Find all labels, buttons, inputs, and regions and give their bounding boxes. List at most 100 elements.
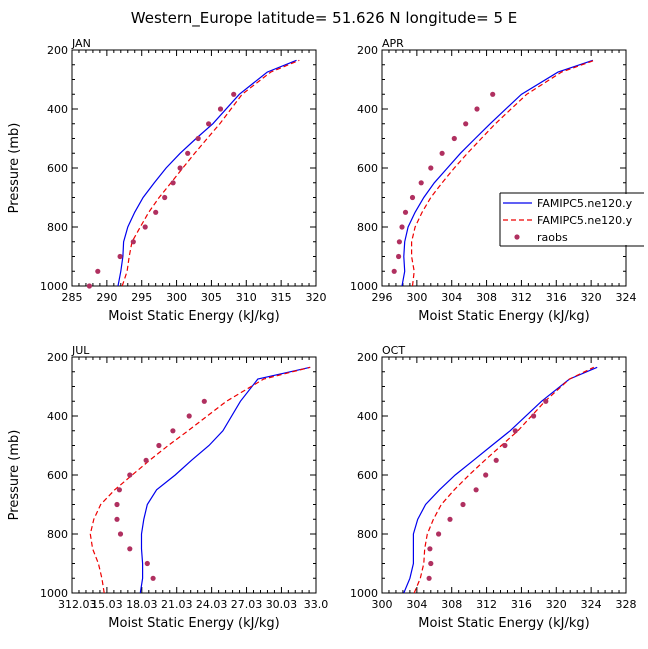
x-tick-label: 30.03 bbox=[266, 598, 298, 611]
raobs-point bbox=[428, 165, 434, 171]
x-tick-label: 285 bbox=[62, 291, 83, 304]
x-tick-label: 312 bbox=[476, 598, 497, 611]
raobs-point bbox=[490, 91, 496, 97]
series-line-2 bbox=[413, 366, 595, 594]
y-tick-label: 800 bbox=[357, 528, 378, 541]
legend: FAMIPC5.ne120.y FAMIPC5.ne120.y raobs bbox=[499, 192, 644, 247]
panel-title: OCT bbox=[382, 344, 405, 357]
x-tick-label: 320 bbox=[581, 291, 602, 304]
series-line-1 bbox=[403, 366, 598, 594]
raobs-point bbox=[95, 268, 101, 274]
x-tick-label: 24.03 bbox=[196, 598, 228, 611]
raobs-point bbox=[170, 428, 176, 434]
x-tick-label: 18.03 bbox=[126, 598, 158, 611]
y-tick-label: 800 bbox=[47, 528, 68, 541]
raobs-point bbox=[439, 150, 445, 156]
panel-title: JUL bbox=[71, 344, 90, 357]
raobs-point bbox=[399, 224, 405, 230]
x-tick-label: 21.03 bbox=[161, 598, 193, 611]
raobs-point bbox=[396, 253, 402, 260]
x-tick-label: 308 bbox=[476, 291, 497, 304]
raobs-point bbox=[447, 516, 453, 522]
series-line-1 bbox=[117, 59, 297, 287]
panel-title: JAN bbox=[71, 37, 91, 50]
panel-jan: JAN 285 290 295 300 305 310 315 320 200 400 600 800 1… bbox=[7, 37, 327, 324]
raobs-point bbox=[185, 150, 191, 156]
raobs-point bbox=[186, 413, 192, 419]
raobs-point bbox=[201, 398, 207, 404]
raobs-point bbox=[143, 457, 149, 463]
plot-frame bbox=[381, 49, 627, 287]
y-tick-label: 600 bbox=[357, 162, 378, 175]
panel-title: APR bbox=[382, 37, 404, 50]
raobs-point bbox=[144, 560, 150, 567]
x-tick-label: 315 bbox=[271, 291, 292, 304]
raobs-point bbox=[460, 501, 466, 508]
raobs-point bbox=[483, 472, 489, 478]
x-tick-label: 320 bbox=[546, 598, 567, 611]
raobs-point bbox=[117, 531, 124, 537]
x-tick-label: 316 bbox=[511, 598, 532, 611]
series-line-2 bbox=[411, 59, 595, 287]
plot-frame bbox=[381, 356, 627, 594]
raobs-point bbox=[531, 413, 537, 419]
raobs-point bbox=[512, 428, 518, 434]
legend-label: FAMIPC5.ne120.y bbox=[537, 214, 633, 227]
x-axis-label: Moist Static Energy (kJ/kg) bbox=[418, 616, 589, 631]
y-tick-label: 400 bbox=[357, 410, 378, 423]
raobs-point bbox=[409, 194, 416, 201]
raobs-point bbox=[436, 531, 442, 537]
x-tick-label: 324 bbox=[581, 598, 602, 611]
legend-label: raobs bbox=[537, 231, 568, 244]
x-axis-label: Moist Static Energy (kJ/kg) bbox=[108, 309, 279, 324]
plot-frame bbox=[71, 49, 317, 287]
x-tick-label: 300 bbox=[372, 598, 393, 611]
panel-oct: OCT 300 304 308 312 316 320 324 328 200 400 600 800 1… bbox=[350, 344, 637, 631]
raobs-point bbox=[418, 180, 424, 186]
series-line-1 bbox=[401, 59, 594, 287]
panel-apr: APR 296 300 304 308 312 316 320 324 200 400 600 800 1… bbox=[350, 37, 637, 324]
raobs-point bbox=[427, 546, 433, 552]
x-tick-label: 295 bbox=[131, 291, 152, 304]
y-axis-label: Pressure (mb) bbox=[7, 430, 22, 521]
raobs-point bbox=[130, 239, 136, 245]
x-tick-label: 312 bbox=[511, 291, 532, 304]
raobs-point bbox=[117, 253, 123, 260]
x-tick-label: 320 bbox=[306, 291, 327, 304]
x-tick-label: 310 bbox=[236, 291, 257, 304]
raobs-point bbox=[114, 501, 120, 508]
x-tick-label: 27.03 bbox=[231, 598, 263, 611]
x-axis-label: Moist Static Energy (kJ/kg) bbox=[108, 616, 279, 631]
x-tick-label: 300 bbox=[166, 291, 187, 304]
y-tick-label: 1000 bbox=[350, 280, 378, 293]
y-tick-label: 800 bbox=[47, 221, 68, 234]
raobs-point bbox=[195, 135, 201, 142]
figure-title: Western_Europe latitude= 51.626 N longit… bbox=[131, 9, 517, 28]
x-tick-label: 308 bbox=[441, 598, 462, 611]
series-line-2 bbox=[121, 59, 300, 287]
raobs-point bbox=[114, 516, 120, 522]
x-tick-label: 33.0 bbox=[304, 598, 329, 611]
y-tick-label: 600 bbox=[357, 469, 378, 482]
x-tick-label: 312.03 bbox=[58, 598, 97, 611]
legend-entry: FAMIPC5.ne120.y bbox=[503, 214, 633, 227]
y-tick-label: 800 bbox=[357, 221, 378, 234]
y-tick-label: 200 bbox=[357, 351, 378, 364]
panels: JAN 285 290 295 300 305 310 315 320 200 400 600 800 1… bbox=[7, 37, 637, 631]
raobs-point bbox=[451, 135, 457, 142]
raobs-point bbox=[502, 442, 508, 449]
raobs-point bbox=[217, 106, 224, 112]
x-tick-label: 290 bbox=[96, 291, 117, 304]
raobs-point bbox=[474, 106, 480, 112]
x-tick-label: 316 bbox=[546, 291, 567, 304]
x-tick-label: 296 bbox=[372, 291, 393, 304]
legend-entry: FAMIPC5.ne120.y bbox=[503, 197, 633, 210]
raobs-point bbox=[127, 546, 133, 552]
raobs-point bbox=[206, 121, 212, 127]
legend-dot-swatch bbox=[514, 234, 520, 240]
series-line-1 bbox=[139, 366, 311, 594]
x-tick-label: 324 bbox=[616, 291, 637, 304]
raobs-point bbox=[543, 398, 549, 404]
raobs-point bbox=[142, 224, 148, 230]
